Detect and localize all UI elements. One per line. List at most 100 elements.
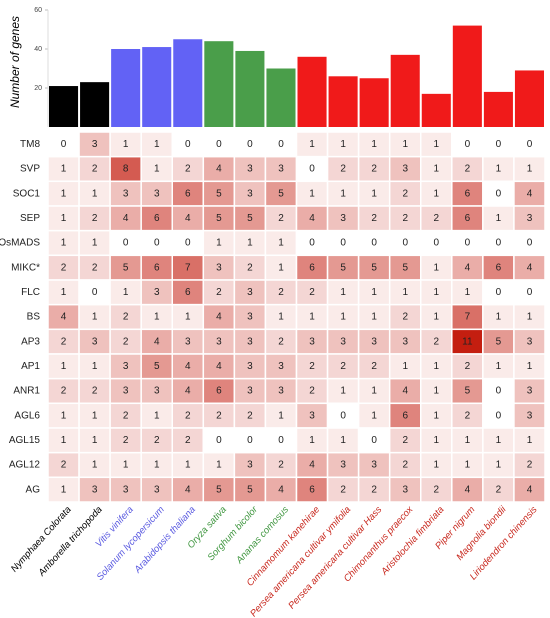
cell-value: 1 bbox=[309, 188, 315, 199]
cell-value: 1 bbox=[185, 312, 191, 323]
cell-value: 2 bbox=[465, 164, 471, 175]
cell-value: 1 bbox=[340, 188, 346, 199]
cell-value: 4 bbox=[185, 213, 191, 224]
cell-value: 1 bbox=[61, 188, 67, 199]
bar bbox=[514, 70, 544, 127]
cell-value: 0 bbox=[340, 410, 346, 421]
heatmap-cell bbox=[388, 279, 422, 306]
heatmap-cell bbox=[420, 180, 453, 207]
cell-value: 2 bbox=[402, 435, 408, 446]
cell-value: 1 bbox=[371, 312, 377, 323]
heatmap-cell bbox=[47, 131, 80, 158]
bar bbox=[49, 86, 79, 127]
cell-value: 3 bbox=[340, 213, 346, 224]
heatmap-cell bbox=[78, 427, 111, 454]
heatmap-cell bbox=[109, 402, 142, 429]
cell-value: 5 bbox=[216, 188, 222, 199]
cell-value: 2 bbox=[465, 410, 471, 421]
cell-value: 2 bbox=[61, 460, 67, 471]
cell-value: 3 bbox=[216, 262, 222, 273]
heatmap-cell bbox=[420, 353, 453, 380]
cell-value: 2 bbox=[309, 287, 315, 298]
cell-value: 1 bbox=[496, 164, 502, 175]
heatmap-cell bbox=[233, 427, 267, 454]
heatmap-cell bbox=[78, 229, 111, 257]
cell-value: 0 bbox=[185, 238, 191, 249]
heatmap-cell bbox=[109, 229, 142, 257]
heatmap-cell bbox=[388, 155, 422, 183]
cell-value: 3 bbox=[247, 164, 253, 175]
cell-value: 3 bbox=[527, 386, 533, 397]
cell-value: 1 bbox=[340, 139, 346, 150]
cell-value: 2 bbox=[402, 460, 408, 471]
heatmap-cell bbox=[78, 377, 111, 405]
cell-value: 2 bbox=[92, 164, 98, 175]
cell-value: 4 bbox=[61, 312, 67, 323]
heatmap-cell bbox=[513, 402, 546, 429]
cell-value: 5 bbox=[123, 262, 129, 273]
cell-value: 1 bbox=[465, 435, 471, 446]
row-label: MIKC* bbox=[11, 262, 40, 273]
cell-value: 4 bbox=[402, 386, 408, 397]
cell-value: 1 bbox=[402, 287, 408, 298]
cell-value: 1 bbox=[61, 164, 67, 175]
heatmap-cell bbox=[388, 427, 422, 454]
cell-value: 5 bbox=[154, 361, 160, 372]
cell-value: 6 bbox=[496, 262, 502, 273]
heatmap-cell bbox=[451, 451, 484, 479]
cell-value: 1 bbox=[371, 139, 377, 150]
cell-value: 6 bbox=[216, 386, 222, 397]
cell-value: 2 bbox=[309, 386, 315, 397]
cell-value: 3 bbox=[92, 336, 98, 347]
cell-value: 1 bbox=[92, 460, 98, 471]
cell-value: 2 bbox=[247, 410, 253, 421]
heatmap-cell bbox=[264, 427, 298, 454]
cell-value: 4 bbox=[216, 361, 222, 372]
cell-value: 4 bbox=[527, 188, 533, 199]
cell-value: 1 bbox=[496, 213, 502, 224]
cell-value: 4 bbox=[465, 262, 471, 273]
cell-value: 1 bbox=[247, 238, 253, 249]
cell-value: 5 bbox=[247, 484, 253, 495]
heatmap-cell bbox=[482, 229, 515, 257]
heatmap-cell bbox=[171, 476, 205, 503]
cell-value: 4 bbox=[309, 460, 315, 471]
cell-value: 2 bbox=[340, 164, 346, 175]
heatmap-cell bbox=[78, 451, 111, 479]
cell-value: 4 bbox=[216, 164, 222, 175]
heatmap-cell bbox=[357, 476, 391, 503]
cell-value: 2 bbox=[434, 484, 440, 495]
cell-value: 4 bbox=[309, 213, 315, 224]
heatmap-cell bbox=[357, 377, 391, 405]
heatmap-cell bbox=[140, 476, 173, 503]
cell-value: 1 bbox=[61, 287, 67, 298]
cell-value: 3 bbox=[527, 410, 533, 421]
heatmap-cell bbox=[513, 229, 546, 257]
cell-value: 4 bbox=[154, 336, 160, 347]
cell-value: 2 bbox=[123, 336, 129, 347]
cell-value: 4 bbox=[185, 361, 191, 372]
cell-value: 3 bbox=[309, 410, 315, 421]
cell-value: 5 bbox=[247, 213, 253, 224]
heatmap-cell bbox=[109, 155, 142, 183]
cell-value: 5 bbox=[216, 213, 222, 224]
cell-value: 1 bbox=[340, 386, 346, 397]
cell-value: 1 bbox=[434, 262, 440, 273]
heatmap-cell bbox=[78, 205, 111, 232]
cell-value: 2 bbox=[434, 336, 440, 347]
cell-value: 0 bbox=[61, 139, 67, 150]
cell-value: 1 bbox=[527, 312, 533, 323]
cell-value: 3 bbox=[123, 188, 129, 199]
row-label: SOC1 bbox=[13, 188, 41, 199]
cell-value: 0 bbox=[278, 139, 284, 150]
cell-value: 0 bbox=[309, 238, 315, 249]
cell-value: 3 bbox=[278, 164, 284, 175]
cell-value: 2 bbox=[371, 213, 377, 224]
cell-value: 5 bbox=[371, 262, 377, 273]
cell-value: 3 bbox=[247, 361, 253, 372]
cell-value: 1 bbox=[434, 460, 440, 471]
heatmap-cell bbox=[140, 279, 173, 306]
heatmap-cell bbox=[388, 451, 422, 479]
cell-value: 5 bbox=[402, 262, 408, 273]
